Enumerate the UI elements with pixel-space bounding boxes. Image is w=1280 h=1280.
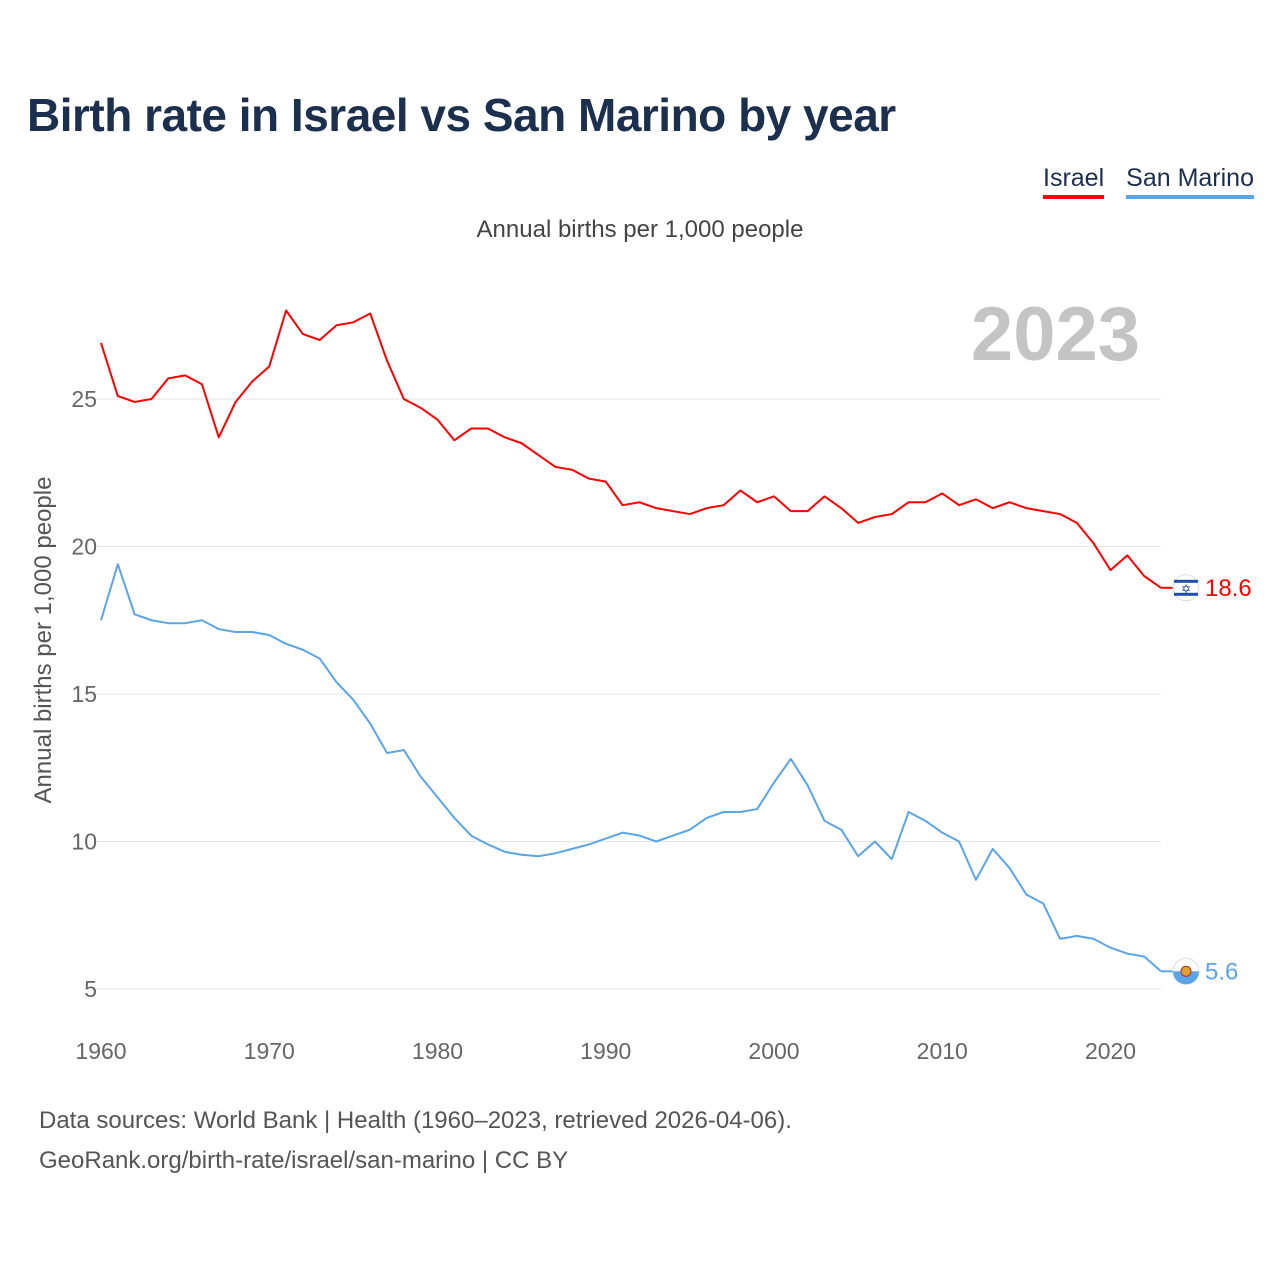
y-tick-label: 20 [71,534,97,560]
x-tick-label: 1970 [244,1038,295,1064]
legend-item-israel[interactable]: Israel [1043,164,1105,199]
flag-lower-half [1173,971,1199,985]
end-value-label-san-marino: 5.6 [1205,958,1238,985]
flag-stripe [1174,592,1198,596]
footer-link[interactable]: GeoRank.org/birth-rate/israel/san-marino… [39,1147,569,1174]
series-line-san-marino [100,563,1162,973]
y-tick-label: 10 [71,829,97,855]
coat-of-arms-icon [1180,965,1192,977]
y-tick-label: 5 [84,976,97,1002]
year-badge: 2023 [971,292,1140,377]
x-tick-label: 1980 [412,1038,463,1064]
legend: Israel San Marino [1043,164,1254,199]
y-axis-label: Annual births per 1,000 people [30,477,57,804]
legend-item-san-marino[interactable]: San Marino [1126,164,1254,199]
flag-stripe [1174,579,1198,583]
x-tick-label: 2010 [917,1038,968,1064]
series-line-israel [100,309,1162,589]
x-tick-label: 2020 [1085,1038,1136,1064]
x-tick-label: 2000 [748,1038,799,1064]
x-tick-label: 1990 [580,1038,631,1064]
chart-title: Birth rate in Israel vs San Marino by ye… [27,89,896,141]
y-tick-label: 25 [71,386,97,412]
star-of-david-icon: ✡ [1181,582,1191,596]
x-tick-label: 1960 [75,1038,126,1064]
footer-sources: Data sources: World Bank | Health (1960–… [39,1107,792,1134]
end-value-label-israel: 18.6 [1205,575,1252,602]
chart-subtitle: Annual births per 1,000 people [476,216,804,243]
y-tick-label: 15 [71,681,97,707]
